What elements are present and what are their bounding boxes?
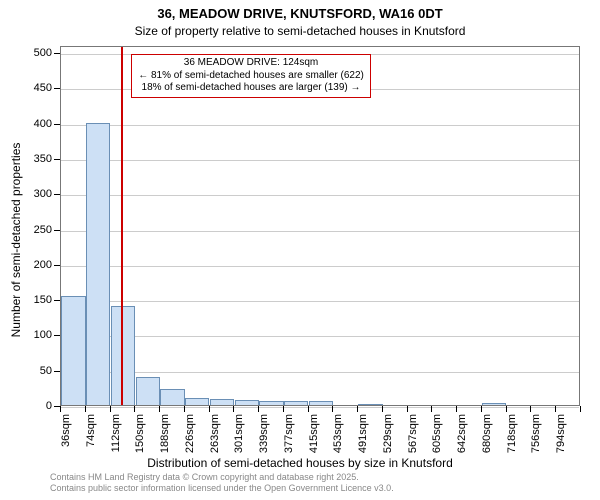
gridline: [61, 266, 579, 267]
histogram-bar: [136, 377, 160, 405]
x-tick: [159, 406, 160, 412]
y-tick-label: 300: [26, 188, 52, 200]
annotation-line2: ← 81% of semi-detached houses are smalle…: [138, 70, 364, 83]
x-tick-label: 567sqm: [407, 414, 419, 460]
y-tick: [54, 371, 60, 372]
x-tick-label: 226sqm: [184, 414, 196, 460]
x-tick-label: 36sqm: [60, 414, 72, 460]
histogram-bar: [210, 399, 234, 405]
annotation-line3: 18% of semi-detached houses are larger (…: [138, 82, 364, 95]
reference-line: [121, 47, 123, 405]
histogram-bar: [185, 398, 209, 405]
x-tick: [85, 406, 86, 412]
y-tick: [54, 88, 60, 89]
x-tick: [184, 406, 185, 412]
footer-attribution: Contains HM Land Registry data © Crown c…: [50, 472, 394, 494]
y-tick-label: 500: [26, 47, 52, 59]
y-tick-label: 250: [26, 224, 52, 236]
gridline: [61, 231, 579, 232]
x-tick: [308, 406, 309, 412]
histogram-bar: [235, 400, 259, 405]
annotation-box: 36 MEADOW DRIVE: 124sqm← 81% of semi-det…: [131, 54, 371, 98]
x-tick: [555, 406, 556, 412]
x-tick: [110, 406, 111, 412]
x-tick: [283, 406, 284, 412]
x-tick-label: 150sqm: [134, 414, 146, 460]
footer-line2: Contains public sector information licen…: [50, 483, 394, 494]
x-tick: [134, 406, 135, 412]
gridline: [61, 195, 579, 196]
histogram-bar: [309, 401, 333, 405]
x-tick: [481, 406, 482, 412]
x-tick: [258, 406, 259, 412]
gridline: [61, 372, 579, 373]
x-tick-label: 74sqm: [85, 414, 97, 460]
histogram-bar: [482, 403, 506, 405]
histogram-bar: [160, 389, 184, 405]
x-tick: [357, 406, 358, 412]
histogram-bar: [284, 401, 308, 405]
y-tick: [54, 194, 60, 195]
x-tick-label: 491sqm: [357, 414, 369, 460]
x-tick: [382, 406, 383, 412]
y-tick-label: 450: [26, 82, 52, 94]
x-tick: [60, 406, 61, 412]
x-tick: [233, 406, 234, 412]
gridline: [61, 125, 579, 126]
footer-line1: Contains HM Land Registry data © Crown c…: [50, 472, 394, 483]
chart-title-line1: 36, MEADOW DRIVE, KNUTSFORD, WA16 0DT: [0, 6, 600, 21]
y-tick-label: 400: [26, 118, 52, 130]
x-tick-label: 112sqm: [110, 414, 122, 460]
chart-container: 36, MEADOW DRIVE, KNUTSFORD, WA16 0DT Si…: [0, 0, 600, 500]
y-tick-label: 50: [26, 365, 52, 377]
x-tick-label: 301sqm: [233, 414, 245, 460]
x-tick-label: 605sqm: [431, 414, 443, 460]
y-tick-label: 350: [26, 153, 52, 165]
y-tick: [54, 159, 60, 160]
x-tick: [530, 406, 531, 412]
gridline: [61, 301, 579, 302]
x-tick: [580, 406, 581, 412]
gridline: [61, 407, 579, 408]
x-tick-label: 377sqm: [283, 414, 295, 460]
y-tick-label: 0: [26, 400, 52, 412]
y-tick: [54, 230, 60, 231]
y-tick-label: 150: [26, 294, 52, 306]
histogram-bar: [358, 404, 382, 405]
y-axis-label: Number of semi-detached properties: [9, 143, 23, 338]
x-tick-label: 794sqm: [555, 414, 567, 460]
x-tick: [456, 406, 457, 412]
annotation-line1: 36 MEADOW DRIVE: 124sqm: [138, 57, 364, 70]
x-tick: [506, 406, 507, 412]
histogram-bar: [86, 123, 110, 405]
y-tick-label: 200: [26, 259, 52, 271]
gridline: [61, 336, 579, 337]
x-tick: [431, 406, 432, 412]
x-tick: [332, 406, 333, 412]
chart-title-line2: Size of property relative to semi-detach…: [0, 24, 600, 38]
y-tick: [54, 335, 60, 336]
x-tick-label: 529sqm: [382, 414, 394, 460]
x-tick: [407, 406, 408, 412]
x-tick-label: 756sqm: [530, 414, 542, 460]
histogram-bar: [259, 401, 283, 405]
x-tick-label: 339sqm: [258, 414, 270, 460]
y-tick: [54, 53, 60, 54]
gridline: [61, 160, 579, 161]
x-tick-label: 263sqm: [209, 414, 221, 460]
x-tick-label: 415sqm: [308, 414, 320, 460]
histogram-bar: [61, 296, 85, 405]
x-tick-label: 188sqm: [159, 414, 171, 460]
x-tick-label: 718sqm: [506, 414, 518, 460]
y-tick: [54, 300, 60, 301]
x-tick-label: 453sqm: [332, 414, 344, 460]
y-tick-label: 100: [26, 329, 52, 341]
plot-area: 36 MEADOW DRIVE: 124sqm← 81% of semi-det…: [60, 46, 580, 406]
histogram-bar: [111, 306, 135, 405]
x-tick-label: 642sqm: [456, 414, 468, 460]
y-tick: [54, 265, 60, 266]
x-tick-label: 680sqm: [481, 414, 493, 460]
x-tick: [209, 406, 210, 412]
y-tick: [54, 124, 60, 125]
